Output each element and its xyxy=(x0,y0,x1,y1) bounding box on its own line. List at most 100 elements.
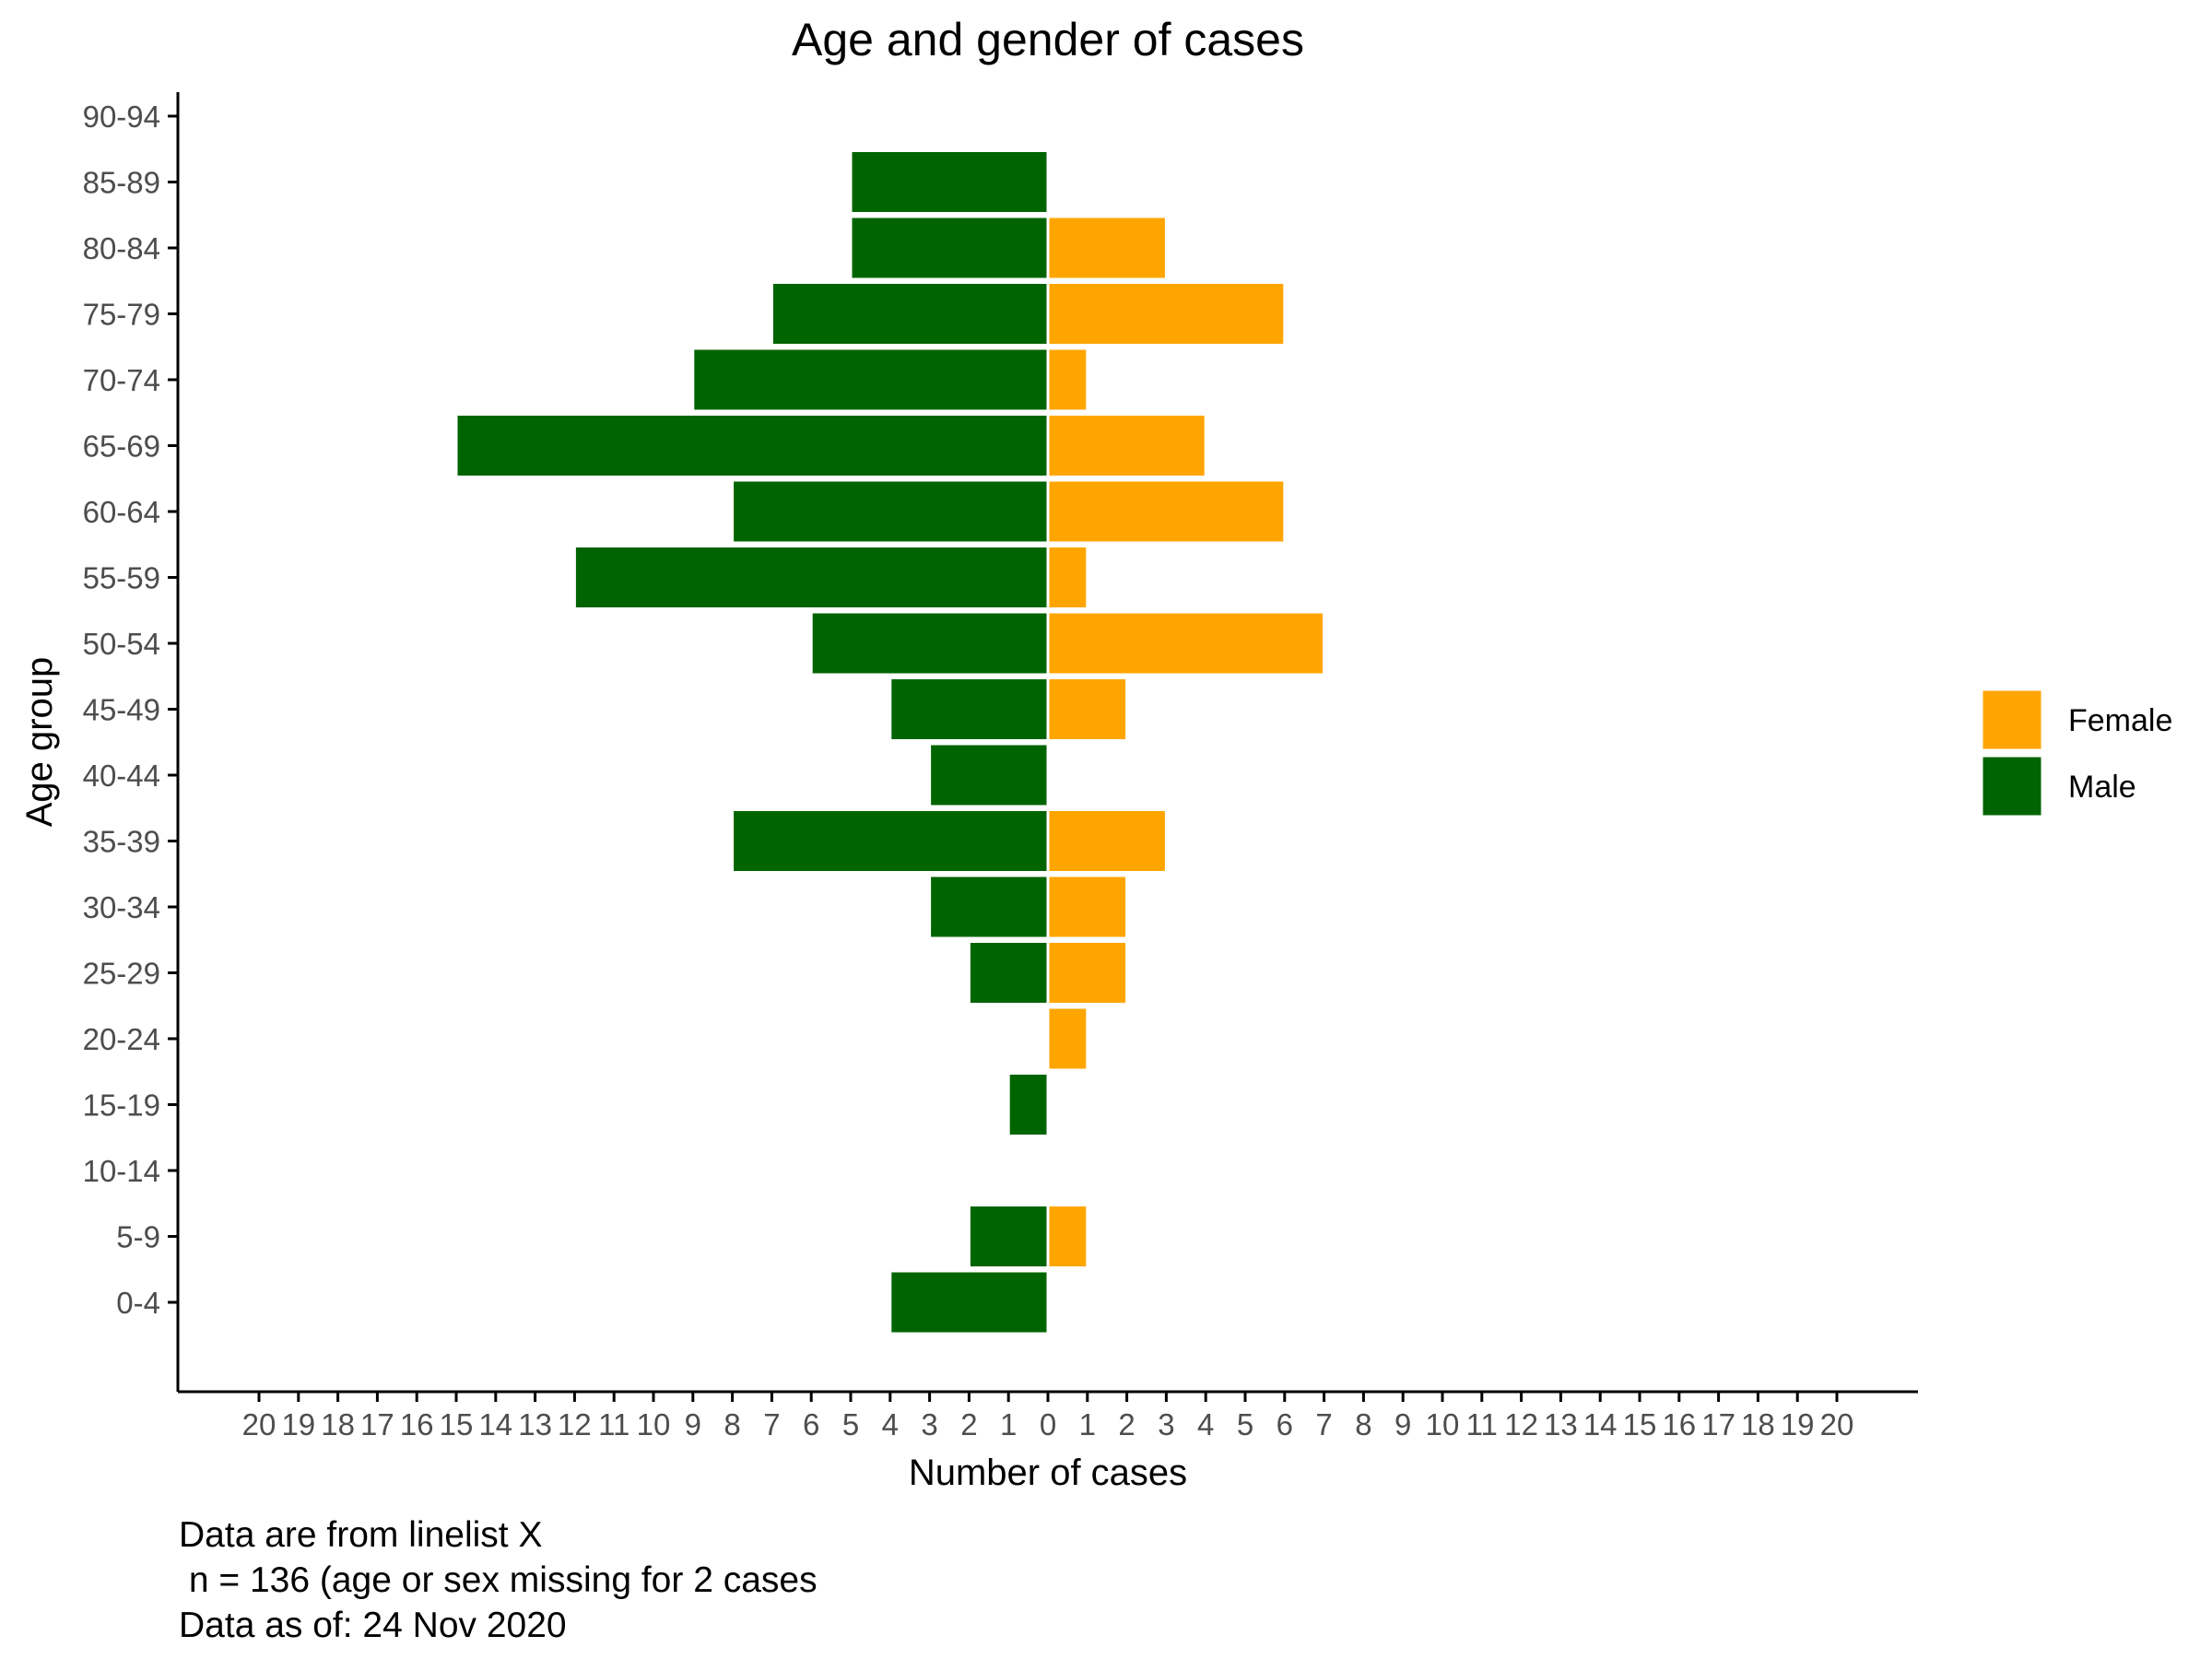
x-tick-label: 16 xyxy=(400,1407,434,1441)
x-tick-label: 15 xyxy=(440,1407,474,1441)
y-tick-label: 50-54 xyxy=(83,627,160,661)
x-tick-label: 10 xyxy=(637,1407,671,1441)
y-tick-label: 15-19 xyxy=(83,1088,160,1123)
y-axis-label: Age group xyxy=(19,657,60,828)
y-tick-label: 55-59 xyxy=(83,561,160,595)
x-tick-label: 20 xyxy=(242,1407,276,1441)
y-tick-label: 80-84 xyxy=(83,231,160,265)
y-tick-label: 60-64 xyxy=(83,495,160,529)
bar-male-35-39 xyxy=(731,808,1050,874)
caption-line-source: Data are from linelist X xyxy=(179,1515,543,1555)
legend-key-female xyxy=(1980,688,2044,752)
caption-line-date: Data as of: 24 Nov 2020 xyxy=(179,1606,567,1645)
x-tick-label: 5 xyxy=(842,1407,859,1441)
bar-male-70-74 xyxy=(691,347,1050,413)
x-tick-label: 5 xyxy=(1237,1407,1253,1441)
bar-female-45-49 xyxy=(1046,677,1129,742)
bar-male-75-79 xyxy=(770,281,1050,347)
bar-female-75-79 xyxy=(1046,281,1287,347)
bar-male-80-84 xyxy=(849,215,1050,281)
bar-male-55-59 xyxy=(572,545,1050,610)
bars-group xyxy=(454,149,1326,1335)
y-tick-label: 75-79 xyxy=(83,298,160,332)
x-tick-label: 17 xyxy=(360,1407,394,1441)
bar-male-30-34 xyxy=(928,874,1050,940)
x-tick-label: 12 xyxy=(1504,1407,1538,1441)
chart-title: Age and gender of cases xyxy=(792,14,1304,65)
x-tick-label: 7 xyxy=(1315,1407,1332,1441)
y-tick-label: 70-74 xyxy=(83,363,160,397)
x-tick-label: 11 xyxy=(1466,1407,1498,1441)
x-tick-label: 14 xyxy=(478,1407,512,1441)
y-tick-label: 25-29 xyxy=(83,957,160,991)
x-tick-label: 8 xyxy=(1355,1407,1371,1441)
legend-key-male xyxy=(1980,754,2044,818)
y-tick-label: 20-24 xyxy=(83,1022,160,1056)
x-tick-label: 1 xyxy=(1000,1407,1017,1441)
x-tick-label: 11 xyxy=(598,1407,629,1441)
y-tick-label: 35-39 xyxy=(83,825,160,859)
x-tick-label: 2 xyxy=(960,1407,977,1441)
caption-line-count: n = 136 (age or sex missing for 2 cases xyxy=(179,1560,818,1600)
bar-female-70-74 xyxy=(1046,347,1089,413)
x-tick-label: 3 xyxy=(921,1407,937,1441)
x-tick-label: 17 xyxy=(1701,1407,1735,1441)
y-tick-label: 40-44 xyxy=(83,759,160,793)
x-tick-label: 6 xyxy=(1277,1407,1293,1441)
bar-male-25-29 xyxy=(967,940,1050,1006)
bar-female-55-59 xyxy=(1046,545,1089,610)
legend-label-male: Male xyxy=(2068,770,2136,805)
x-tick-label: 8 xyxy=(724,1407,740,1441)
y-tick-label: 85-89 xyxy=(83,166,160,200)
x-tick-label: 19 xyxy=(281,1407,315,1441)
y-tick-label: 0-4 xyxy=(116,1286,160,1320)
x-tick-label: 19 xyxy=(1781,1407,1815,1441)
x-tick-label: 4 xyxy=(882,1407,899,1441)
x-tick-label: 13 xyxy=(518,1407,552,1441)
x-tick-label: 18 xyxy=(321,1407,355,1441)
x-tick-label: 9 xyxy=(1394,1407,1411,1441)
x-tick-label: 0 xyxy=(1040,1407,1056,1441)
bar-female-65-69 xyxy=(1046,413,1207,478)
y-tick-label: 10-14 xyxy=(83,1154,160,1188)
x-tick-label: 9 xyxy=(685,1407,701,1441)
bar-female-20-24 xyxy=(1046,1006,1089,1072)
bar-female-80-84 xyxy=(1046,215,1168,281)
y-tick-label: 30-34 xyxy=(83,890,160,924)
legend-label-female: Female xyxy=(2068,703,2172,738)
bar-male-50-54 xyxy=(809,610,1050,677)
x-ticks-group: 20 19 18 17 16 15 14 13 12 11 10 9 8 7 6 5 4 3 2 1 0 1 2 3 4 5 6 7 8… xyxy=(242,1392,1854,1441)
bar-male-0-4 xyxy=(888,1269,1050,1335)
x-tick-label: 12 xyxy=(558,1407,592,1441)
bar-female-30-34 xyxy=(1046,874,1129,940)
bar-female-5-9 xyxy=(1046,1204,1089,1269)
bar-female-60-64 xyxy=(1046,478,1287,545)
x-tick-label: 14 xyxy=(1583,1407,1618,1441)
x-axis-label: Number of cases xyxy=(909,1453,1187,1493)
bar-male-85-89 xyxy=(849,149,1050,215)
x-tick-label: 20 xyxy=(1820,1407,1854,1441)
y-tick-label: 65-69 xyxy=(83,429,160,464)
x-tick-label: 18 xyxy=(1741,1407,1775,1441)
x-tick-label: 7 xyxy=(763,1407,780,1441)
x-tick-label: 1 xyxy=(1079,1407,1096,1441)
y-tick-label: 90-94 xyxy=(83,100,160,134)
y-ticks-group: 0-4 5-9 10-14 15-19 20-24 25-29 30-34 35-39 40-4… xyxy=(83,100,178,1320)
bar-male-5-9 xyxy=(967,1204,1050,1269)
bar-male-40-44 xyxy=(928,742,1050,808)
x-tick-label: 13 xyxy=(1544,1407,1578,1441)
x-tick-label: 4 xyxy=(1197,1407,1214,1441)
x-tick-label: 15 xyxy=(1623,1407,1657,1441)
y-tick-label: 5-9 xyxy=(116,1220,160,1254)
bar-female-35-39 xyxy=(1046,808,1168,874)
x-tick-label: 6 xyxy=(803,1407,819,1441)
x-tick-label: 2 xyxy=(1118,1407,1135,1441)
bar-male-15-19 xyxy=(1006,1072,1050,1137)
bar-female-50-54 xyxy=(1046,610,1326,677)
x-tick-label: 3 xyxy=(1158,1407,1174,1441)
x-tick-label: 10 xyxy=(1426,1407,1460,1441)
legend: Female Male xyxy=(1980,688,2172,818)
bar-female-25-29 xyxy=(1046,940,1129,1006)
bar-male-60-64 xyxy=(731,478,1050,545)
